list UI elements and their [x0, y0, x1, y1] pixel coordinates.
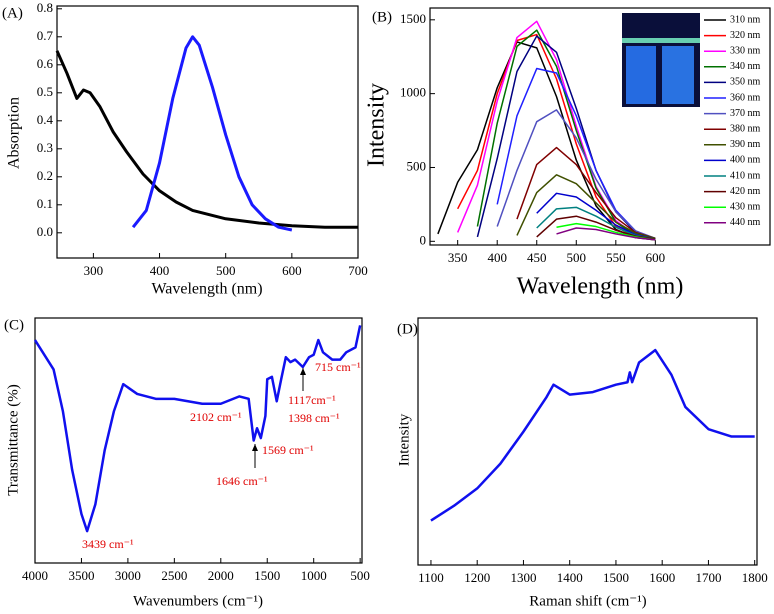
x-tick-label: 500	[567, 250, 587, 265]
y-tick-label: 0.5	[37, 84, 53, 99]
y-tick-label: 0.2	[37, 168, 53, 183]
x-tick-label: 300	[84, 263, 104, 278]
x-tick-label: 500	[216, 263, 236, 278]
y-tick-label: 0.4	[37, 112, 54, 127]
x-axis-title: Wavelength (nm)	[151, 281, 262, 298]
x-tick-label: 1800	[742, 570, 768, 585]
y-tick-label: 1000	[400, 85, 426, 100]
x-axis-title: Raman shift (cm⁻¹)	[529, 593, 646, 609]
x-tick-label: 2500	[161, 568, 187, 583]
x-tick-label: 1100	[418, 570, 444, 585]
annotation: 2102 cm⁻¹	[190, 410, 242, 424]
y-axis-title: Intensity	[364, 83, 390, 167]
data-line	[496, 109, 656, 240]
x-tick-label: 1500	[603, 570, 629, 585]
x-tick-label: 3000	[115, 568, 141, 583]
x-tick-label: 550	[606, 250, 626, 265]
annotation-arrowhead	[300, 368, 306, 375]
annotation: 1569 cm⁻¹	[262, 443, 314, 457]
y-axis-title: Intensity	[396, 413, 412, 466]
y-tick-label: 0.1	[37, 196, 53, 211]
x-tick-label: 400	[150, 263, 170, 278]
y-tick-label: 0	[420, 232, 427, 247]
x-tick-label: 450	[527, 250, 547, 265]
y-tick-label: 0.0	[37, 224, 53, 239]
annotation-arrowhead	[252, 444, 258, 451]
data-line	[430, 348, 755, 522]
annotation: 1398 cm⁻¹	[288, 411, 340, 425]
x-tick-label: 600	[646, 250, 666, 265]
x-tick-label: 600	[282, 263, 302, 278]
x-tick-label: 350	[448, 250, 468, 265]
legend-label: 370 nm	[730, 108, 761, 119]
legend-label: 320 nm	[730, 30, 761, 41]
data-line	[131, 35, 293, 232]
annotation: 1117cm⁻¹	[288, 393, 336, 407]
legend-label: 380 nm	[730, 123, 761, 134]
y-tick-label: 0.7	[37, 28, 54, 43]
axes-frame	[34, 317, 363, 564]
x-tick-label: 400	[487, 250, 507, 265]
y-tick-label: 1500	[400, 11, 426, 26]
legend-label: 440 nm	[730, 217, 761, 228]
axes-frame	[429, 7, 771, 246]
x-tick-label: 2000	[208, 568, 234, 583]
data-line	[33, 325, 362, 533]
legend-label: 340 nm	[730, 61, 761, 72]
data-line	[55, 50, 358, 229]
legend-label: 350 nm	[730, 77, 761, 88]
panel-label: (D)	[397, 321, 418, 337]
legend-label: 310 nm	[730, 14, 761, 25]
data-line	[516, 174, 656, 240]
y-tick-label: 0.8	[37, 0, 53, 15]
data-line	[516, 146, 656, 240]
annotation: 715 cm⁻¹	[315, 360, 361, 374]
y-tick-label: 0.3	[37, 140, 53, 155]
legend-label: 330 nm	[730, 45, 761, 56]
y-tick-label: 500	[407, 158, 427, 173]
x-tick-label: 4000	[22, 568, 48, 583]
legend-label: 400 nm	[730, 155, 761, 166]
x-axis-title: Wavenumbers (cm⁻¹)	[133, 593, 263, 609]
legend-label: 390 nm	[730, 139, 761, 150]
vial-rim	[622, 38, 700, 43]
y-axis-title: Absorption	[6, 97, 23, 169]
axes-frame	[417, 317, 758, 566]
legend-label: 410 nm	[730, 170, 761, 181]
panel-label: (B)	[372, 9, 392, 25]
data-line	[556, 227, 656, 241]
x-tick-label: 1000	[301, 568, 327, 583]
x-tick-label: 3500	[68, 568, 94, 583]
x-tick-label: 1200	[464, 570, 490, 585]
panel-label: (A)	[2, 5, 23, 21]
y-tick-label: 0.6	[37, 56, 54, 71]
y-axis-title: Transmittance (%)	[5, 384, 21, 496]
vial-glow	[662, 46, 694, 104]
inset-photo	[622, 13, 700, 107]
vial-glow	[626, 46, 656, 104]
panel-label: (C)	[4, 317, 24, 333]
x-tick-label: 1400	[557, 570, 583, 585]
axes-frame	[56, 5, 359, 259]
x-tick-label: 500	[350, 568, 370, 583]
x-axis-title: Wavelength (nm)	[517, 274, 684, 300]
data-line	[476, 29, 656, 241]
legend-label: 360 nm	[730, 92, 761, 103]
x-tick-label: 1600	[649, 570, 675, 585]
legend-label: 420 nm	[730, 186, 761, 197]
x-tick-label: 1300	[510, 570, 536, 585]
x-tick-label: 700	[348, 263, 368, 278]
legend-label: 430 nm	[730, 201, 761, 212]
x-tick-label: 1500	[254, 568, 280, 583]
annotation: 3439 cm⁻¹	[82, 537, 134, 551]
annotation: 1646 cm⁻¹	[216, 474, 268, 488]
x-tick-label: 1700	[695, 570, 721, 585]
